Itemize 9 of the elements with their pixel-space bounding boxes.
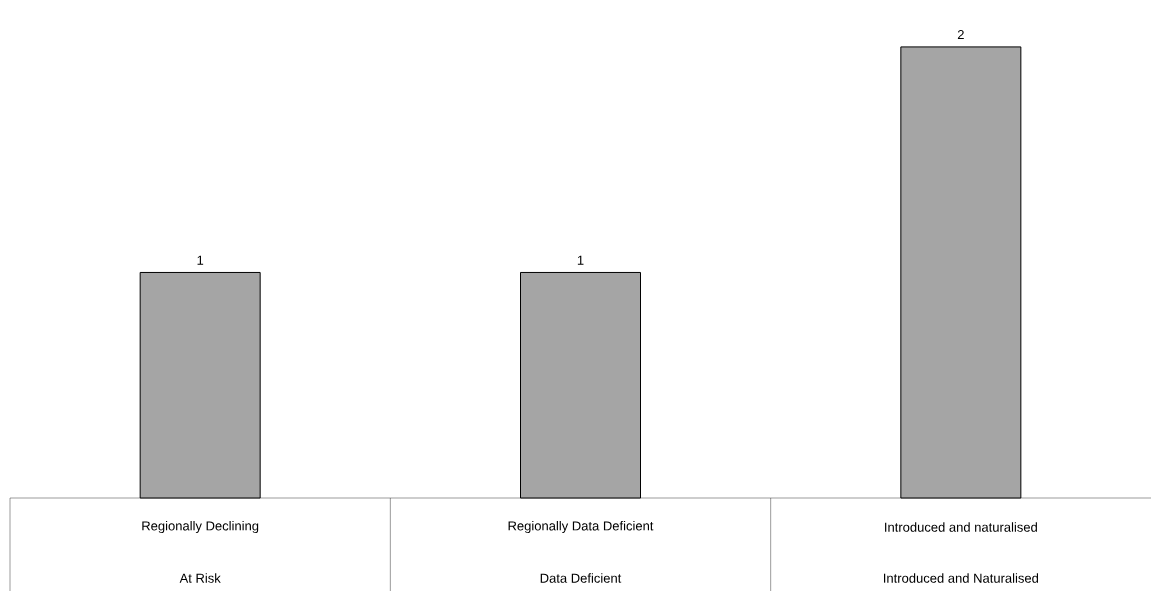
data-label: 2: [957, 30, 964, 40]
text: At Risk: [179, 573, 221, 583]
text: Data Deficient: [540, 573, 622, 583]
x-tick-label: Introduced and naturalised: [885, 522, 1037, 532]
data-label: 1: [197, 255, 204, 265]
x-tick-label: Regionally Data Deficient: [508, 520, 654, 534]
data-label: 1: [577, 255, 584, 265]
text: Introduced and Naturalised: [884, 573, 1039, 583]
x-tick-label: Regionally Declining: [142, 520, 259, 534]
